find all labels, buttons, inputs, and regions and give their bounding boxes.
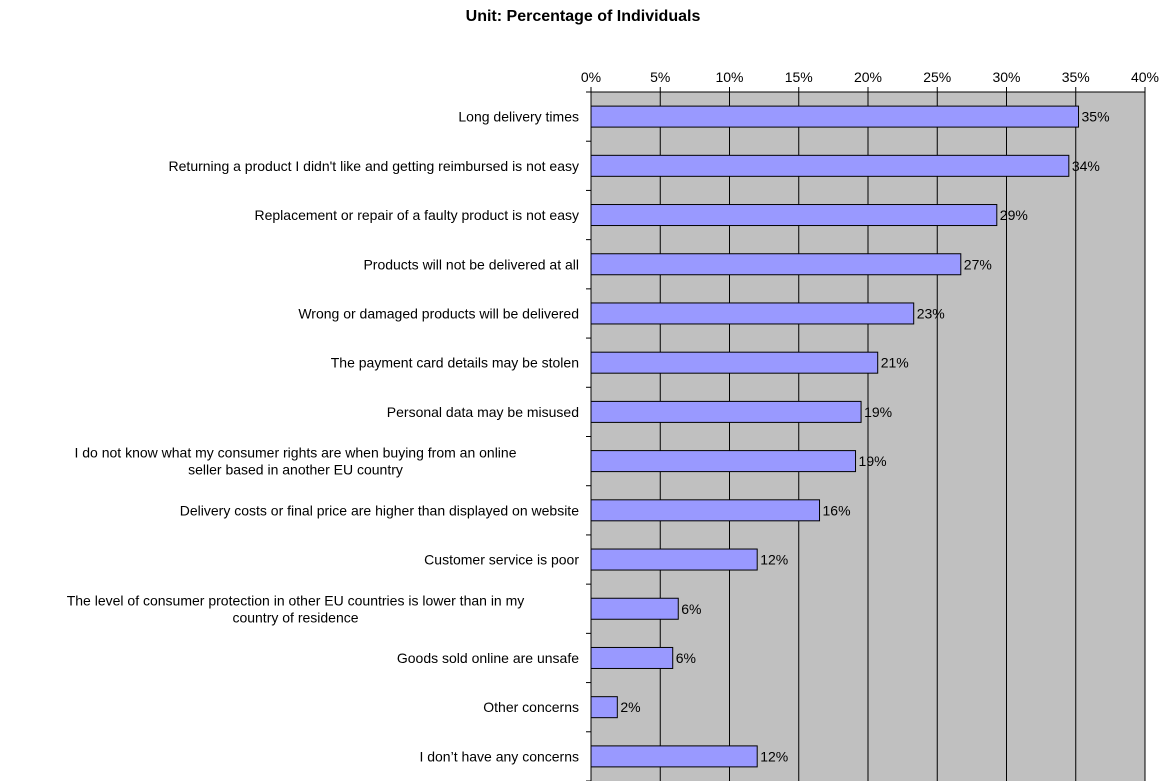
x-tick-label: 20%	[854, 69, 882, 85]
bar	[590, 450, 857, 473]
category-label-line: Products will not be delivered at all	[363, 256, 579, 272]
bar	[590, 646, 674, 669]
data-label: 34%	[1072, 158, 1100, 174]
category-label: Returning a product I didn't like and ge…	[169, 158, 579, 174]
category-label: The payment card details may be stolen	[331, 355, 579, 371]
category-label-line: Delivery costs or final price are higher…	[180, 502, 579, 518]
bar	[590, 499, 821, 522]
category-label: I do not know what my consumer rights ar…	[74, 445, 516, 478]
data-label: 6%	[676, 650, 696, 666]
chart-title: Unit: Percentage of Individuals	[465, 8, 701, 25]
category-label-line: country of residence	[232, 609, 358, 625]
category-label: The level of consumer protection in othe…	[67, 592, 525, 625]
category-labels: Long delivery times Returning a product I…	[67, 91, 591, 781]
category-label-line: Replacement or repair of a faulty produc…	[254, 207, 579, 223]
data-label: 19%	[864, 404, 892, 420]
category-label: Delivery costs or final price are higher…	[180, 502, 579, 518]
category-label-line: seller based in another EU country	[188, 462, 403, 478]
x-tick-label: 5%	[650, 69, 670, 85]
data-label: 19%	[859, 453, 887, 469]
category-label-line: Long delivery times	[458, 109, 579, 125]
data-label: 16%	[823, 502, 851, 518]
category-label: Replacement or repair of a faulty produc…	[254, 207, 579, 223]
category-label: I don’t have any concerns	[419, 748, 579, 764]
bar	[590, 351, 879, 374]
category-label: Customer service is poor	[424, 552, 579, 568]
x-tick-label: 0%	[581, 69, 601, 85]
category-label-line: Other concerns	[483, 699, 579, 715]
bar	[590, 154, 1070, 177]
category-label-line: Wrong or damaged products will be delive…	[298, 305, 579, 321]
bar	[590, 597, 679, 620]
category-label: Other concerns	[483, 699, 579, 715]
bar	[590, 745, 758, 768]
bar	[590, 105, 1080, 128]
category-label-line: Returning a product I didn't like and ge…	[169, 158, 579, 174]
x-tick-label: 30%	[992, 69, 1020, 85]
bars	[590, 105, 1080, 768]
data-label: 12%	[760, 552, 788, 568]
bar	[590, 204, 998, 227]
data-label: 23%	[917, 305, 945, 321]
data-label: 35%	[1082, 109, 1110, 125]
data-label: 29%	[1000, 207, 1028, 223]
category-label-line: The level of consumer protection in othe…	[67, 592, 525, 608]
category-label: Wrong or damaged products will be delive…	[298, 305, 579, 321]
bar	[590, 400, 862, 423]
bar	[590, 253, 962, 276]
category-label: Products will not be delivered at all	[363, 256, 579, 272]
x-tick-label: 35%	[1062, 69, 1090, 85]
data-label: 6%	[681, 601, 701, 617]
x-tick-label: 10%	[715, 69, 743, 85]
data-label: 12%	[760, 748, 788, 764]
category-label-line: The payment card details may be stolen	[331, 355, 579, 371]
category-label: Goods sold online are unsafe	[397, 650, 579, 666]
data-label: 27%	[964, 256, 992, 272]
category-label-line: I don’t have any concerns	[419, 748, 579, 764]
category-label-line: Goods sold online are unsafe	[397, 650, 579, 666]
category-label: Personal data may be misused	[387, 404, 579, 420]
x-tick-label: 15%	[785, 69, 813, 85]
category-label: Long delivery times	[458, 109, 579, 125]
bar	[590, 696, 618, 719]
data-label: 2%	[620, 699, 640, 715]
category-label-line: I do not know what my consumer rights ar…	[74, 445, 516, 461]
data-labels: 35% 34% 29% 27% 23% 21% 19% 19% 16% 12% 6% 6% 2% 12%	[620, 109, 1109, 765]
bar	[590, 548, 758, 571]
x-tick-label: 40%	[1131, 69, 1159, 85]
data-label: 21%	[881, 355, 909, 371]
bar	[590, 302, 915, 325]
x-tick-label: 25%	[923, 69, 951, 85]
category-label-line: Customer service is poor	[424, 552, 579, 568]
category-label-line: Personal data may be misused	[387, 404, 579, 420]
